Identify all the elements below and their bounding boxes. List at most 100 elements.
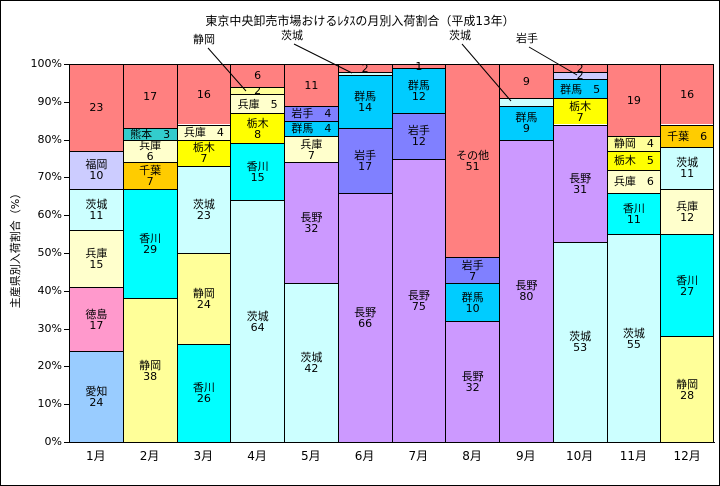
y-axis-label: 30% bbox=[37, 321, 62, 335]
bar-segment: 群馬 14 bbox=[338, 75, 392, 129]
y-tick-mark bbox=[64, 101, 69, 103]
x-axis-label: 3月 bbox=[193, 449, 214, 463]
y-tick-mark bbox=[64, 404, 69, 406]
y-tick-mark bbox=[64, 442, 69, 443]
x-axis-label: 12月 bbox=[673, 449, 701, 463]
y-axis-label: 100% bbox=[30, 57, 62, 70]
bar-segment: 香川 27 bbox=[661, 234, 713, 337]
bar-segment: 兵庫 4 bbox=[177, 124, 231, 140]
y-axis-label: 50% bbox=[37, 246, 62, 259]
bar-segment: 岩手 17 bbox=[338, 128, 392, 193]
bar-segment: 栃木 5 bbox=[607, 150, 661, 170]
x-axis-label: 2月 bbox=[139, 449, 160, 463]
bar-segment: 群馬 5 bbox=[553, 79, 607, 99]
y-axis-label: 20% bbox=[37, 359, 62, 373]
bar-segment: 16 bbox=[661, 64, 713, 125]
bar-segment: 香川 15 bbox=[231, 143, 284, 201]
bar-segment: 茨城 55 bbox=[607, 234, 661, 442]
bar-segment: 長野 32 bbox=[285, 162, 338, 284]
bar-segment: 茨城 11 bbox=[70, 188, 123, 231]
bar-column: 愛知 24 徳島 17 兵庫 15 茨城 11 福岡 10 23 bbox=[69, 64, 123, 442]
bar-segment: 茨城 53 bbox=[553, 241, 607, 442]
bar-segment: 香川 29 bbox=[123, 188, 177, 299]
bar-segment: 11 bbox=[285, 64, 338, 106]
y-axis-label: 40% bbox=[37, 283, 62, 297]
y-tick-mark bbox=[64, 366, 69, 368]
y-axis-label: 80% bbox=[37, 132, 62, 146]
bar-segment: 愛知 24 bbox=[70, 351, 123, 442]
bar-segment: 茨城 23 bbox=[177, 166, 231, 253]
bar-segment: 長野 66 bbox=[338, 192, 392, 442]
bar-column: 長野 32 群馬 10 岩手 7 その他 51 bbox=[445, 64, 499, 442]
y-axis-label: 70% bbox=[37, 170, 62, 184]
bar-segment: 徳島 17 bbox=[70, 287, 123, 352]
bar-segment: 静岡 24 bbox=[177, 253, 231, 344]
bar-segment: 香川 11 bbox=[607, 192, 661, 235]
x-axis-line bbox=[69, 442, 715, 443]
bar-segment: 6 bbox=[231, 64, 284, 87]
annotation-label: 茨城 bbox=[449, 29, 471, 42]
bar-segment: 岩手 7 bbox=[446, 256, 499, 284]
x-axis-label: 7月 bbox=[408, 449, 429, 463]
bar-segment: 兵庫 12 bbox=[661, 188, 713, 235]
bar-segment: 長野 80 bbox=[500, 139, 553, 442]
bar-segment: その他 51 bbox=[446, 64, 499, 257]
bar-segment: 23 bbox=[70, 64, 123, 151]
bar-segment: 群馬 12 bbox=[392, 67, 446, 114]
bar-segment: 長野 75 bbox=[392, 158, 446, 442]
bar-column: 静岡 38 香川 29 千葉 7 兵庫 6 熊本 3 17 bbox=[122, 64, 177, 442]
y-axis-line bbox=[69, 64, 70, 443]
x-axis-label: 6月 bbox=[354, 449, 375, 463]
bar-column: 長野 66 岩手 17 群馬 14 2 bbox=[337, 63, 392, 442]
bar-segment: 茨城 64 bbox=[231, 200, 284, 442]
y-tick-mark bbox=[64, 64, 69, 65]
y-tick-mark bbox=[64, 177, 69, 179]
bar-segment: 香川 26 bbox=[177, 343, 231, 442]
bar-segment: 茨城 42 bbox=[285, 283, 338, 442]
bar-segment: 2 bbox=[553, 63, 607, 73]
bar-segment: 熊本 3 bbox=[123, 128, 177, 140]
x-axis-label: 11月 bbox=[619, 449, 648, 463]
bar-segment: 2 bbox=[553, 71, 607, 81]
bar-segment: 静岡 28 bbox=[661, 336, 713, 442]
bar-segment: 千葉 7 bbox=[123, 162, 177, 189]
y-tick-mark bbox=[64, 290, 69, 292]
bar-column: 茨城 42 長野 32 兵庫 7 群馬 4 岩手 4 11 bbox=[284, 64, 338, 442]
bar-segment: 群馬 10 bbox=[446, 283, 499, 322]
bar-segment: 群馬 9 bbox=[500, 105, 553, 140]
bar-column: 香川 26 静岡 24 茨城 23 栃木 7 兵庫 4 16 bbox=[176, 64, 231, 442]
x-axis-label: 9月 bbox=[516, 449, 536, 463]
y-axis-label: 10% bbox=[37, 397, 62, 411]
plot-area: 愛知 24 徳島 17 兵庫 15 茨城 11 福岡 10 23 静岡 38 香川 29 千葉 … bbox=[69, 61, 714, 442]
bar-segment: 千葉 6 bbox=[661, 124, 713, 148]
bar-segment: 兵庫 15 bbox=[70, 230, 123, 288]
bar-segment: 静岡 4 bbox=[607, 135, 661, 151]
y-tick-mark bbox=[64, 139, 69, 141]
bar-segment: 16 bbox=[177, 64, 231, 125]
bar-segment: 福岡 10 bbox=[70, 150, 123, 189]
bar-segment: 17 bbox=[123, 64, 177, 129]
bar-segment: 長野 31 bbox=[553, 124, 607, 242]
bar-segment: 兵庫 5 bbox=[231, 94, 284, 114]
y-axis-label: 60% bbox=[37, 208, 62, 222]
annotation-label: 岩手 bbox=[516, 32, 538, 45]
x-axis-label: 8月 bbox=[462, 449, 482, 463]
bar-column: 茨城 55 香川 11 兵庫 6 栃木 5 静岡 4 19 bbox=[606, 64, 661, 442]
bar-segment: 1 bbox=[392, 61, 446, 72]
y-tick-mark bbox=[64, 328, 69, 330]
bar-segment: 2 bbox=[231, 86, 284, 96]
bar-column: 長野 75 岩手 12 群馬 12 1 bbox=[391, 61, 446, 442]
bar-segment bbox=[500, 98, 553, 106]
bar-segment bbox=[338, 71, 392, 76]
bar-segment: 19 bbox=[607, 64, 661, 136]
annotation-label: 静岡 bbox=[193, 33, 215, 46]
bar-segment: 茨城 11 bbox=[661, 147, 713, 189]
y-tick-mark bbox=[64, 253, 69, 254]
x-axis-label: 10月 bbox=[565, 449, 594, 463]
chart-title: 東京中央卸売市場おけるﾚﾀｽの月別入荷割合（平成13年） bbox=[205, 14, 515, 28]
bar-segment: 栃木 7 bbox=[177, 139, 231, 167]
y-axis-label: 0% bbox=[44, 435, 62, 448]
bar-segment: 静岡 38 bbox=[123, 298, 177, 442]
